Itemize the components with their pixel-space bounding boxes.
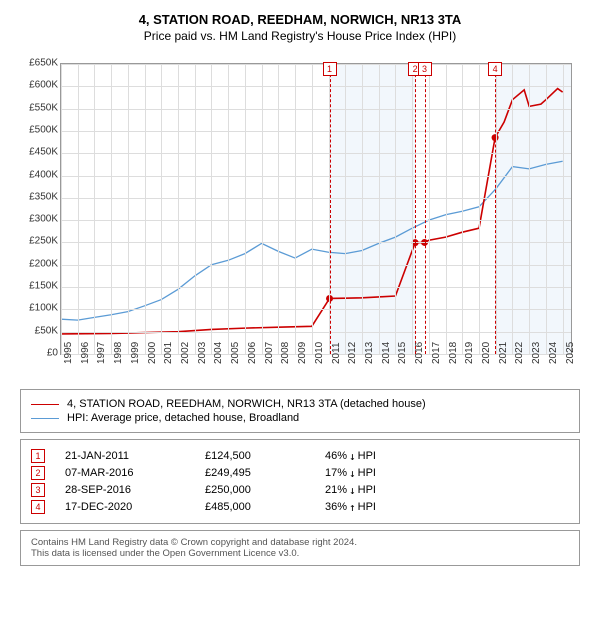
y-axis-label: £550K <box>20 102 58 113</box>
sale-number-box: 3 <box>31 483 45 497</box>
y-axis-label: £450K <box>20 147 58 158</box>
legend-item: HPI: Average price, detached house, Broa… <box>31 412 569 424</box>
chart: £0 £50K £100K £150K £200K £250K £300K £350K £400… <box>20 51 580 381</box>
y-axis-label: £300K <box>20 214 58 225</box>
sale-number-box: 4 <box>31 500 45 514</box>
sale-price: £485,000 <box>205 501 305 513</box>
sale-delta: 21% ↓ HPI <box>325 484 376 497</box>
chart-title: 4, STATION ROAD, REEDHAM, NORWICH, NR13 … <box>10 12 590 27</box>
legend: 4, STATION ROAD, REEDHAM, NORWICH, NR13 … <box>20 389 580 433</box>
footnote-line: Contains HM Land Registry data © Crown c… <box>31 537 569 548</box>
sale-marker: 3 <box>418 62 432 76</box>
sale-price: £124,500 <box>205 450 305 462</box>
footnote-line: This data is licensed under the Open Gov… <box>31 548 569 559</box>
y-axis-label: £500K <box>20 124 58 135</box>
y-axis-label: £0 <box>20 348 58 359</box>
sale-delta: 17% ↓ HPI <box>325 467 376 480</box>
legend-item: 4, STATION ROAD, REEDHAM, NORWICH, NR13 … <box>31 398 569 410</box>
sale-delta: 46% ↓ HPI <box>325 450 376 463</box>
sale-marker: 1 <box>323 62 337 76</box>
plot-area: 1234 <box>60 63 572 355</box>
table-row: 1 21-JAN-2011 £124,500 46% ↓ HPI <box>31 449 569 463</box>
y-axis-label: £250K <box>20 236 58 247</box>
y-axis-label: £200K <box>20 258 58 269</box>
sale-delta: 36% ↑ HPI <box>325 501 376 514</box>
legend-label: HPI: Average price, detached house, Broa… <box>67 412 299 424</box>
y-axis-label: £100K <box>20 303 58 314</box>
sale-date: 07-MAR-2016 <box>65 467 185 479</box>
legend-label: 4, STATION ROAD, REEDHAM, NORWICH, NR13 … <box>67 398 426 410</box>
y-axis-label: £650K <box>20 58 58 69</box>
sale-date: 28-SEP-2016 <box>65 484 185 496</box>
table-row: 4 17-DEC-2020 £485,000 36% ↑ HPI <box>31 500 569 514</box>
sale-price: £249,495 <box>205 467 305 479</box>
table-row: 3 28-SEP-2016 £250,000 21% ↓ HPI <box>31 483 569 497</box>
y-axis-label: £600K <box>20 80 58 91</box>
sale-price: £250,000 <box>205 484 305 496</box>
y-axis-label: £350K <box>20 191 58 202</box>
y-axis-label: £150K <box>20 281 58 292</box>
chart-subtitle: Price paid vs. HM Land Registry's House … <box>10 29 590 43</box>
sales-table: 1 21-JAN-2011 £124,500 46% ↓ HPI 2 07-MAR-201… <box>20 439 580 524</box>
sale-number-box: 2 <box>31 466 45 480</box>
x-axis-label: 2025 <box>565 342 588 364</box>
sale-date: 21-JAN-2011 <box>65 450 185 462</box>
sale-number-box: 1 <box>31 449 45 463</box>
y-axis-label: £400K <box>20 169 58 180</box>
sale-marker: 4 <box>488 62 502 76</box>
sale-date: 17-DEC-2020 <box>65 501 185 513</box>
footnote: Contains HM Land Registry data © Crown c… <box>20 530 580 566</box>
y-axis-label: £50K <box>20 325 58 336</box>
table-row: 2 07-MAR-2016 £249,495 17% ↓ HPI <box>31 466 569 480</box>
